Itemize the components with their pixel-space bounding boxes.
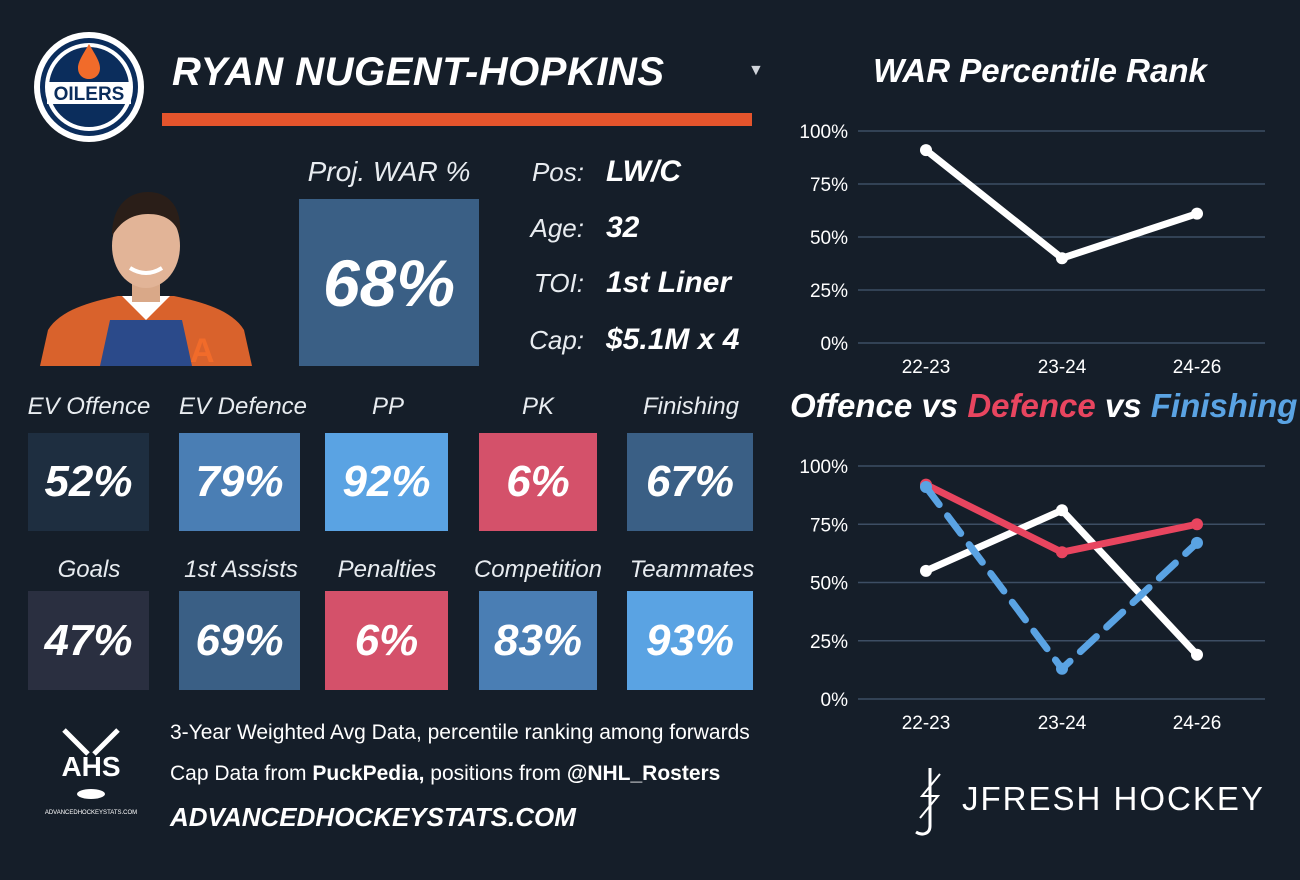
ev-defence-label: EV Defence bbox=[178, 393, 308, 420]
title-finishing: Finishing bbox=[1150, 387, 1298, 424]
data-point bbox=[1056, 252, 1068, 265]
goals-label: Goals bbox=[57, 556, 121, 583]
data-point bbox=[1191, 207, 1203, 220]
footer-note: 3-Year Weighted Avg Data, percentile ran… bbox=[170, 721, 750, 744]
title-defence: Defence bbox=[967, 387, 1096, 424]
pk-tile: 6% bbox=[479, 433, 597, 531]
age-value: 32 bbox=[606, 211, 640, 244]
data-point bbox=[920, 144, 932, 157]
ahs-logo-sub: ADVANCEDHOCKEYSTATS.COM bbox=[45, 810, 137, 816]
x-tick-label: 23-24 bbox=[1038, 357, 1087, 378]
website-link[interactable]: ADVANCEDHOCKEYSTATS.COM bbox=[170, 802, 576, 832]
pos-value: LW/C bbox=[606, 155, 681, 188]
y-tick-label: 0% bbox=[821, 334, 849, 355]
player-photo: A bbox=[40, 192, 252, 366]
war-chart-title: WAR Percentile Rank bbox=[873, 52, 1207, 89]
pos-label: Pos: bbox=[531, 157, 584, 187]
teammates-label: Teammates bbox=[629, 556, 755, 583]
penalties-tile: 6% bbox=[325, 591, 448, 690]
pp-tile: 92% bbox=[325, 433, 448, 531]
competition-tile: 83% bbox=[479, 591, 597, 690]
y-tick-label: 25% bbox=[810, 281, 848, 302]
title-offence: Offence bbox=[790, 387, 913, 424]
toi-value: 1st Liner bbox=[606, 266, 732, 299]
toi-label: TOI: bbox=[533, 268, 584, 298]
ahs-logo: AHS ADVANCEDHOCKEYSTATS.COM bbox=[45, 728, 137, 816]
title-vs-2: vs bbox=[1095, 387, 1151, 424]
title-vs-1: vs bbox=[912, 387, 968, 424]
x-tick-label: 24-26 bbox=[1173, 357, 1222, 378]
age-label: Age: bbox=[530, 213, 585, 243]
footer-sources-mid: positions from bbox=[424, 762, 567, 785]
series-line-0 bbox=[922, 146, 1201, 262]
footer-source-nhl-rosters: @NHL_Rosters bbox=[566, 762, 721, 785]
x-tick-label: 22-23 bbox=[902, 357, 951, 378]
finishing-label: Finishing bbox=[642, 393, 740, 420]
first-assists-label: 1st Assists bbox=[184, 556, 298, 583]
ev-offence-label: EV Offence bbox=[27, 393, 151, 420]
footer-sources: Cap Data from PuckPedia, positions from … bbox=[170, 762, 720, 786]
name-underline bbox=[162, 113, 752, 126]
cap-value: $5.1M x 4 bbox=[606, 323, 740, 356]
finishing-tile: 67% bbox=[627, 433, 753, 531]
oilers-logo-text: OILERS bbox=[54, 84, 125, 105]
teammates-tile: 93% bbox=[627, 591, 753, 690]
split-chart-title: Offence vs Defence vs Finishing bbox=[790, 387, 1297, 425]
footer-sources-prefix: Cap Data from bbox=[170, 762, 313, 785]
jersey-letter: A bbox=[190, 332, 215, 366]
proj-war-label: Proj. WAR % bbox=[307, 156, 471, 187]
footer-source-puckpedia: PuckPedia, bbox=[312, 762, 425, 785]
ev-offence-tile: 52% bbox=[28, 433, 149, 531]
ev-defence-tile: 79% bbox=[179, 433, 300, 531]
y-tick-label: 100% bbox=[799, 122, 848, 143]
y-tick-label: 50% bbox=[810, 228, 848, 249]
pk-label: PK bbox=[521, 393, 554, 420]
competition-label: Competition bbox=[473, 556, 603, 583]
pp-label: PP bbox=[371, 393, 404, 420]
chevron-down-icon[interactable]: ▼ bbox=[748, 62, 764, 79]
proj-war-tile: 68% bbox=[299, 199, 479, 366]
player-name: RYAN NUGENT-HOPKINS bbox=[172, 50, 665, 94]
penalties-label: Penalties bbox=[337, 556, 437, 583]
y-tick-label: 75% bbox=[810, 175, 848, 196]
oilers-logo: OILERS bbox=[34, 32, 144, 142]
ahs-logo-text: AHS bbox=[61, 751, 120, 782]
goals-tile: 47% bbox=[28, 591, 149, 690]
jfresh-logo-icon bbox=[915, 768, 941, 836]
cap-label: Cap: bbox=[529, 325, 584, 355]
jfresh-brand: JFRESH HOCKEY bbox=[962, 780, 1265, 817]
first-assists-tile: 69% bbox=[179, 591, 300, 690]
